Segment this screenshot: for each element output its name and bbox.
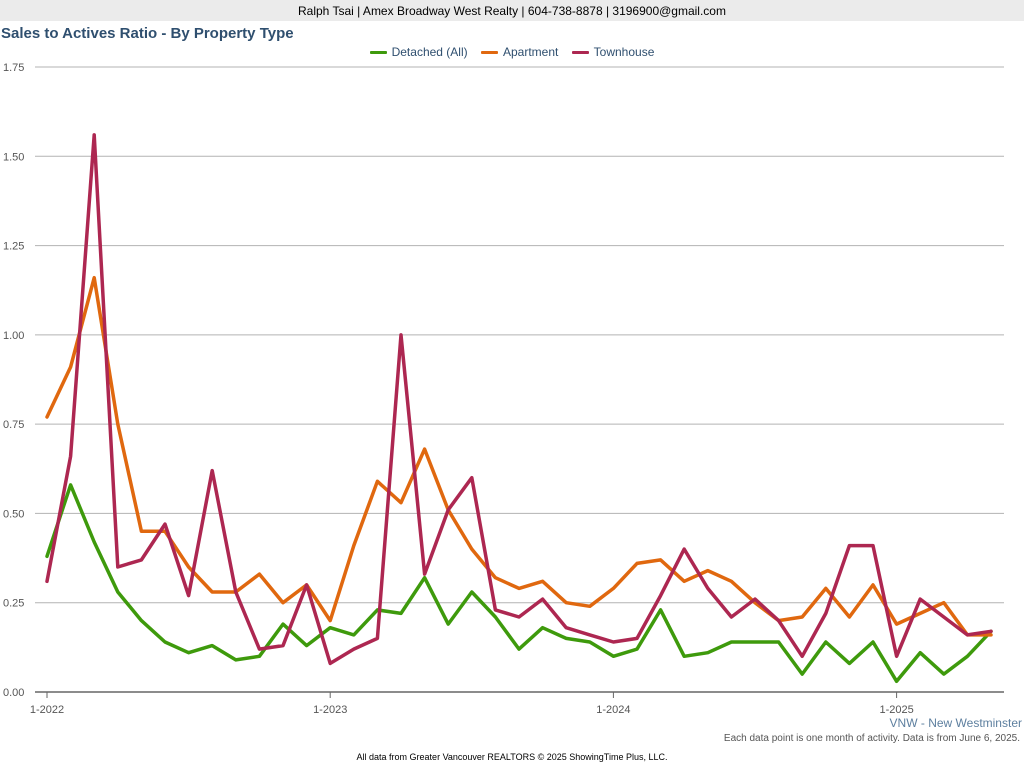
header-contact: Ralph Tsai | Amex Broadway West Realty |…: [0, 0, 1024, 21]
x-tick-label-2: 1-2024: [596, 704, 630, 716]
legend-item-townhouse[interactable]: Townhouse: [571, 45, 655, 59]
chart-series-lines: [45, 133, 993, 684]
legend-item-apartment[interactable]: Apartment: [480, 45, 559, 59]
x-tick-label-1: 1-2023: [313, 704, 347, 716]
x-tick-label-0: 1-2022: [30, 704, 64, 716]
y-tick-label-7: 1.75: [3, 62, 24, 74]
series-line-townhouse[interactable]: [45, 133, 993, 666]
series-line-detached[interactable]: [45, 483, 993, 684]
legend-label-apartment: Apartment: [502, 45, 559, 59]
chart-gridlines: [35, 66, 1004, 604]
legend-swatch-apartment: [480, 51, 498, 55]
x-axis-ticks: 1-2022 1-2023 1-2024 1-2025: [30, 692, 914, 716]
region-label[interactable]: VNW - New Westminster: [889, 716, 1022, 730]
chart-legend: Detached (All) Apartment Townhouse: [0, 45, 1024, 59]
y-tick-label-0: 0.00: [3, 687, 24, 699]
y-tick-label-2: 0.50: [3, 508, 24, 520]
legend-label-detached: Detached (All): [391, 45, 468, 59]
legend-label-townhouse: Townhouse: [593, 45, 655, 59]
y-tick-label-6: 1.50: [3, 151, 24, 163]
legend-swatch-townhouse: [571, 51, 589, 55]
footer-credit: All data from Greater Vancouver REALTORS…: [356, 752, 668, 762]
chart-title: Sales to Actives Ratio - By Property Typ…: [1, 25, 294, 42]
legend-item-detached[interactable]: Detached (All): [369, 45, 468, 59]
y-axis-ticks: 0.00 0.25 0.50 0.75 1.00 1.25 1.50 1.75: [3, 62, 24, 699]
y-tick-label-1: 0.25: [3, 598, 24, 610]
data-note: Each data point is one month of activity…: [723, 733, 1020, 744]
y-tick-label-5: 1.25: [3, 241, 24, 253]
y-tick-label-3: 0.75: [3, 419, 24, 431]
series-line-apartment[interactable]: [45, 275, 993, 637]
y-tick-label-4: 1.00: [3, 330, 24, 342]
x-tick-label-3: 1-2025: [879, 704, 913, 716]
legend-swatch-detached: [369, 51, 387, 55]
